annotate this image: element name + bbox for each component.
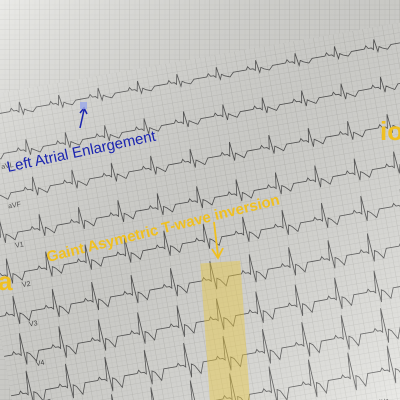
marker <box>80 102 87 109</box>
arrow <box>211 221 224 260</box>
edge-text: io <box>380 116 400 146</box>
highlight-band <box>200 260 251 400</box>
edge-text: a <box>0 266 13 296</box>
highlight <box>200 260 251 400</box>
